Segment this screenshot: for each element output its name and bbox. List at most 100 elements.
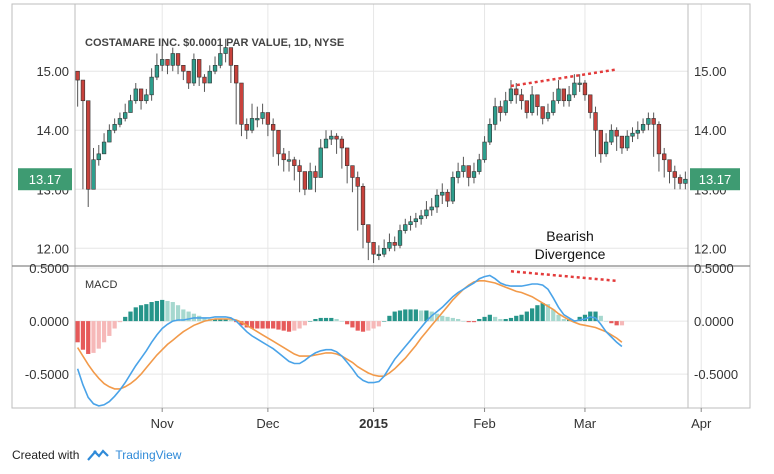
histogram-bar	[434, 313, 440, 322]
histogram-bar	[239, 321, 244, 326]
candle-body	[482, 141, 487, 161]
histogram-bar	[477, 318, 482, 322]
candle-body	[202, 76, 207, 84]
candle-body	[175, 53, 181, 66]
candle-body	[355, 177, 360, 187]
histogram-bar	[551, 309, 556, 322]
histogram-bar	[117, 321, 123, 323]
histogram-bar	[524, 311, 529, 322]
candle-body	[239, 82, 244, 125]
histogram-bar	[86, 321, 91, 354]
histogram-bar	[292, 321, 297, 331]
candle-body	[450, 177, 455, 202]
candle-body	[286, 159, 292, 162]
last-price-badge-left	[18, 168, 72, 191]
histogram-bar	[503, 318, 508, 322]
x-tick-label: Feb	[473, 416, 495, 431]
last-price-label-right: 13.17	[699, 172, 732, 187]
candle-body	[281, 153, 286, 161]
histogram-bar	[519, 314, 524, 322]
candle-body	[492, 106, 498, 125]
histogram-bar	[101, 321, 107, 343]
histogram-bar	[593, 311, 598, 322]
candle-body	[466, 165, 471, 178]
candle-body	[244, 124, 249, 131]
candle-body	[75, 70, 80, 81]
candle-body	[582, 82, 588, 96]
candle-body	[603, 141, 609, 155]
histogram-bar	[138, 305, 144, 322]
histogram-bar	[154, 300, 160, 322]
candle-body	[593, 112, 598, 131]
candle-body	[424, 209, 429, 217]
candle-body	[360, 186, 366, 225]
candle-body	[551, 100, 556, 113]
histogram-bar	[123, 316, 128, 322]
candle-body	[540, 106, 545, 119]
candle-body	[107, 129, 112, 143]
candle-body	[345, 147, 350, 166]
labels: NovDec2015FebMarApr12.0012.0013.0013.001…	[18, 37, 740, 431]
histogram-bar	[376, 321, 381, 327]
candle-body	[640, 124, 646, 131]
candle-body	[387, 242, 392, 249]
histogram-bar	[614, 321, 619, 326]
histogram-bar	[461, 321, 466, 322]
histogram-bar	[419, 310, 424, 322]
candle-body	[138, 88, 144, 102]
histogram-bar	[255, 321, 260, 329]
histogram-bar	[609, 321, 614, 324]
histogram-bar	[75, 321, 80, 343]
candle-body	[630, 132, 635, 137]
histogram-bar	[413, 309, 418, 322]
histogram-bar	[582, 314, 588, 322]
histogram-bar	[514, 315, 519, 322]
histogram-bar	[149, 302, 154, 322]
candle-body	[149, 76, 154, 96]
histogram-bar	[450, 317, 455, 322]
candle-body	[588, 94, 593, 113]
histogram-bar	[339, 321, 344, 322]
histogram-bar	[392, 311, 397, 322]
candle-body	[529, 94, 535, 113]
candle-body	[477, 159, 482, 172]
candle-body	[334, 135, 339, 140]
histogram-bar	[186, 311, 191, 322]
candle-body	[508, 88, 514, 102]
candlesticks	[75, 38, 688, 264]
candle-body	[471, 171, 477, 178]
candle-body	[614, 129, 619, 137]
candle-body	[313, 171, 318, 178]
histogram-bar	[165, 300, 170, 322]
macd-divergence-line	[510, 270, 617, 283]
macd-y-tick-left: 0.5000	[29, 261, 69, 276]
histogram-bar	[493, 316, 498, 322]
chart-frame	[11, 3, 751, 409]
histogram-bar	[244, 321, 249, 328]
candle-body	[503, 100, 508, 113]
histogram-bar	[540, 303, 545, 322]
price-y-tick-right: 14.00	[694, 123, 727, 138]
candle-body	[117, 118, 123, 125]
candle-body	[498, 106, 503, 113]
candle-body	[123, 112, 128, 119]
price-divergence-line	[510, 68, 617, 88]
candle-body	[223, 47, 228, 54]
annotation-line-2: Divergence	[535, 246, 606, 262]
candle-body	[455, 171, 461, 178]
candle-body	[651, 118, 656, 125]
histogram-bar	[397, 310, 403, 322]
histogram-bar	[297, 321, 302, 329]
candle-body	[376, 253, 382, 256]
histogram-bar	[80, 321, 86, 350]
histogram-bar	[598, 315, 603, 322]
footer: Created with TradingView	[12, 444, 181, 466]
histogram-bar	[545, 304, 551, 322]
histogram-bar	[471, 321, 477, 323]
candle-body	[112, 124, 117, 131]
macd-y-tick-left: 0.0000	[29, 314, 69, 329]
tradingview-brand[interactable]: TradingView	[115, 448, 182, 462]
last-price-label-left: 13.17	[29, 172, 62, 187]
chart-title: COSTAMARE INC. $0.0001 PAR VALUE, 1D, NY…	[85, 37, 344, 49]
histogram-bar	[175, 305, 181, 322]
